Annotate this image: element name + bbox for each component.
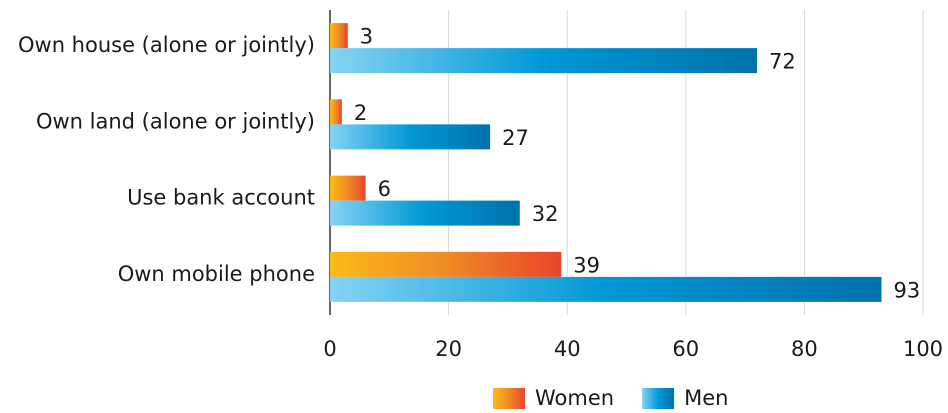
x-tick-label: 20: [435, 337, 462, 361]
value-label: 72: [769, 50, 796, 74]
x-tick-label: 80: [791, 337, 818, 361]
category-label: Own house (alone or jointly): [18, 33, 315, 57]
bar: [330, 251, 562, 277]
value-label: 39: [573, 253, 600, 277]
bar: [330, 48, 757, 74]
value-label: 2: [354, 101, 367, 125]
x-tick-label: 60: [672, 337, 699, 361]
category-label: Own mobile phone: [118, 262, 315, 286]
bar: [330, 276, 882, 302]
legend-swatch: [642, 388, 675, 409]
bar: [330, 200, 520, 226]
bar: [330, 175, 366, 201]
value-label: 93: [893, 278, 920, 302]
legend-label: Men: [684, 386, 728, 410]
x-tick-label: 40: [554, 337, 581, 361]
value-label: 3: [360, 25, 373, 49]
value-label: 27: [502, 126, 529, 150]
bar: [330, 99, 342, 125]
category-label: Own land (alone or jointly): [36, 109, 315, 133]
value-label: 32: [532, 202, 559, 226]
bar: [330, 124, 491, 150]
legend-label: Women: [535, 386, 614, 410]
legend-swatch: [493, 388, 525, 409]
x-tick-label: 100: [903, 337, 943, 361]
category-label: Use bank account: [127, 186, 315, 210]
bar: [330, 23, 348, 49]
x-tick-label: 0: [323, 337, 336, 361]
value-label: 6: [378, 177, 391, 201]
